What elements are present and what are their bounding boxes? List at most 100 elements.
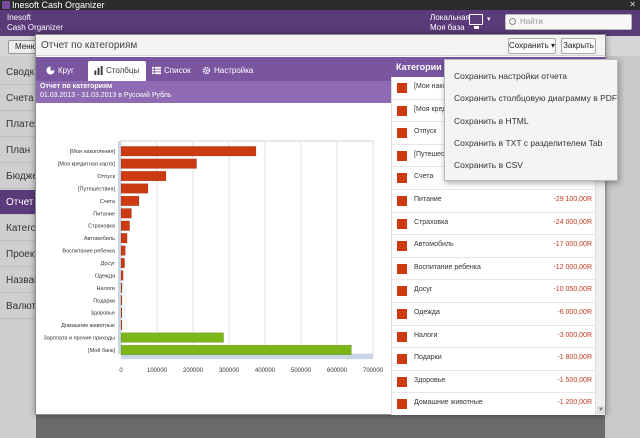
tab-list[interactable]: Список bbox=[146, 61, 196, 81]
app-icon bbox=[2, 1, 10, 9]
save-menu-item[interactable]: Сохранить столбцовую диаграмму в PDF bbox=[454, 93, 618, 104]
color-swatch bbox=[397, 241, 407, 252]
sidebar-item[interactable]: Валюта bbox=[0, 294, 36, 319]
bar bbox=[120, 233, 128, 244]
list-item[interactable]: Здоровье -1 500,00R bbox=[392, 371, 595, 394]
save-menu-item[interactable]: Сохранить в HTML bbox=[454, 115, 529, 126]
bar bbox=[120, 146, 257, 157]
list-item[interactable]: Страховка -24 000,00R bbox=[392, 213, 595, 236]
category-name: Налоги bbox=[414, 331, 438, 339]
sidebar-item[interactable]: Категории bbox=[0, 216, 36, 241]
category-name: Питание bbox=[414, 196, 442, 203]
list-item[interactable]: Одежда -6 000,00R bbox=[392, 303, 595, 326]
tab-settings[interactable]: Настройка bbox=[196, 61, 266, 81]
color-swatch bbox=[397, 376, 407, 387]
tab-pie[interactable]: Круг bbox=[40, 61, 88, 81]
list-item[interactable]: Досуг -10 050,00R bbox=[392, 280, 595, 303]
list-item[interactable]: Счета bbox=[392, 167, 595, 190]
category-name: Одежда bbox=[414, 309, 440, 316]
bar bbox=[120, 220, 130, 231]
category-tick-label: Налоги bbox=[97, 286, 115, 292]
category-tick-label: Одежда bbox=[95, 273, 116, 279]
category-name: Воспитание ребенка bbox=[414, 263, 481, 271]
category-amount: -10 050,00R bbox=[553, 286, 592, 294]
category-tick-label: Питание bbox=[93, 211, 115, 217]
color-swatch bbox=[397, 331, 407, 342]
dialog-title: Отчет по категориям bbox=[41, 40, 138, 51]
sidebar-item[interactable]: Проекты bbox=[0, 242, 36, 267]
bar bbox=[120, 183, 149, 194]
category-tick-label: Зарплата и прочие приходы bbox=[43, 336, 115, 342]
menu-button[interactable]: Меню bbox=[8, 40, 37, 54]
category-tick-label: [Моя кредитная карта] bbox=[58, 162, 116, 168]
x-axis-band bbox=[121, 354, 373, 360]
save-menu-item[interactable]: Сохранить настройки отчета bbox=[454, 71, 568, 81]
list-item[interactable]: Домашние животные -1 200,00R bbox=[392, 393, 595, 415]
bar bbox=[120, 344, 352, 356]
save-button[interactable]: Сохранить ▾ bbox=[508, 38, 556, 54]
close-button[interactable]: Закрыть bbox=[561, 38, 596, 54]
bar bbox=[120, 282, 123, 293]
database-name: Моя база bbox=[430, 23, 465, 32]
color-swatch bbox=[397, 196, 407, 206]
category-amount: -1 800,00R bbox=[557, 354, 592, 362]
category-name: [Путешествия] bbox=[414, 150, 462, 158]
category-amount: -17 000,00R bbox=[553, 241, 592, 249]
sidebar-item[interactable]: Отчет bbox=[0, 190, 36, 215]
x-tick-label: 0 bbox=[119, 368, 123, 374]
category-tick-label: Страховка bbox=[88, 224, 116, 230]
list-item[interactable]: Воспитание ребенка -12 000,00R bbox=[392, 258, 595, 281]
database-dropdown-icon[interactable]: ▾ bbox=[487, 16, 491, 23]
sidebar-item[interactable]: Бюджет bbox=[0, 164, 36, 189]
category-tick-label: [Мои накопления] bbox=[70, 149, 116, 155]
color-swatch bbox=[397, 286, 407, 297]
bar-chart: 0 100000 200000 300000 400000 500000 600000 700… bbox=[43, 140, 384, 374]
tab-bars[interactable]: Столбцы bbox=[88, 61, 146, 81]
sidebar-item[interactable]: Платежи bbox=[0, 112, 36, 137]
bar bbox=[120, 295, 123, 306]
category-name: [Мои накопления] bbox=[414, 83, 472, 90]
sidebar: СводкаСчетаПлатежиПланБюджетОтчетКатегор… bbox=[0, 56, 36, 438]
list-item[interactable]: Питание -29 100,00R bbox=[392, 190, 595, 213]
search-placeholder: Найти bbox=[520, 17, 543, 26]
category-name: Страховка bbox=[414, 218, 449, 226]
brand-line1: Inesoft bbox=[7, 13, 32, 22]
list-item[interactable]: Подарки -1 800,00R bbox=[392, 348, 595, 371]
color-swatch bbox=[397, 105, 407, 116]
bar bbox=[120, 270, 124, 281]
scroll-down-icon[interactable]: ▼ bbox=[597, 406, 605, 414]
category-tick-label: Подарки bbox=[93, 298, 115, 304]
save-menu-item[interactable]: Сохранить в TXT с разделителем Tab bbox=[454, 137, 603, 148]
x-tick-label: 500000 bbox=[291, 368, 312, 374]
save-menu-item[interactable]: Сохранить в CSV bbox=[454, 160, 523, 171]
sidebar-item[interactable]: План bbox=[0, 138, 36, 163]
color-swatch bbox=[397, 218, 407, 229]
category-amount: -3 000,00R bbox=[557, 331, 592, 339]
save-button-label: Сохранить bbox=[509, 41, 549, 50]
x-tick-label: 700000 bbox=[363, 368, 384, 374]
category-tick-label: [Путешествия] bbox=[78, 186, 115, 192]
category-tick-label: Отпуск bbox=[97, 174, 115, 180]
list-scrollbar[interactable]: ▼ bbox=[595, 77, 605, 415]
category-tick-label: Домашние животные bbox=[61, 323, 115, 329]
report-info-title: Отчет по категориям bbox=[40, 83, 113, 90]
brand-line2: Cash Organizer bbox=[7, 23, 64, 32]
category-name: Автомобиль bbox=[414, 241, 454, 249]
category-amount: -24 000,00R bbox=[553, 218, 592, 226]
list-item[interactable]: Автомобиль -17 000,00R bbox=[392, 235, 595, 258]
monitor-icon[interactable] bbox=[469, 14, 483, 29]
list-item[interactable]: Налоги -3 000,00R bbox=[392, 326, 595, 349]
bar bbox=[120, 170, 167, 182]
color-swatch bbox=[397, 83, 407, 93]
x-tick-label: 200000 bbox=[183, 368, 204, 374]
category-name: Подарки bbox=[414, 354, 442, 362]
category-amount: -1 200,00R bbox=[557, 399, 592, 407]
search-input[interactable]: Найти bbox=[505, 14, 632, 30]
bar bbox=[120, 257, 125, 269]
window-close-icon[interactable]: ✕ bbox=[629, 0, 636, 9]
sidebar-item[interactable]: Сводка bbox=[0, 60, 36, 85]
brand: Inesoft Cash Organizer bbox=[7, 13, 63, 33]
sidebar-item[interactable]: Счета bbox=[0, 86, 36, 111]
database-info[interactable]: Локальная Моя база bbox=[430, 13, 470, 33]
sidebar-item[interactable]: Названия bbox=[0, 268, 36, 293]
